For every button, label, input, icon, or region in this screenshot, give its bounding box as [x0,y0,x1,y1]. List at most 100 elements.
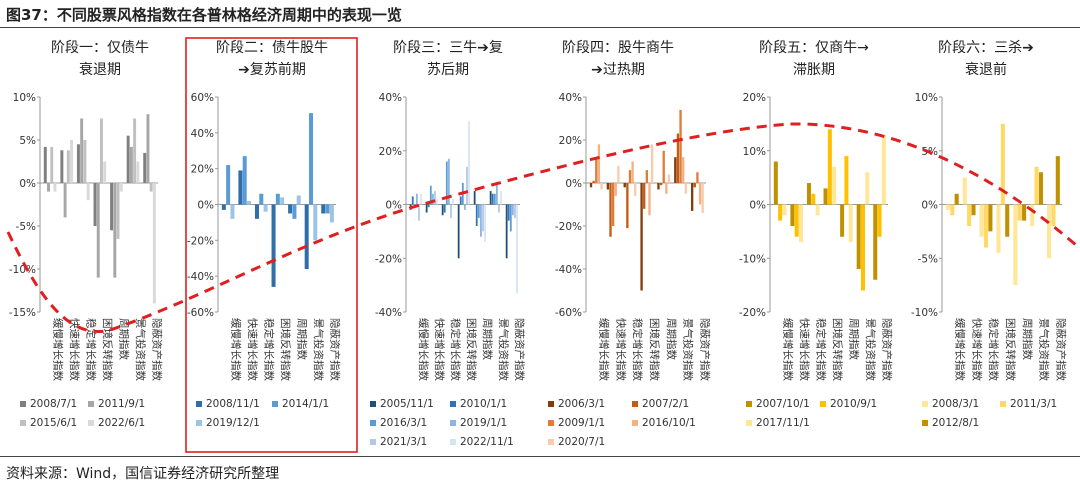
bar [877,204,882,237]
bar [480,204,482,237]
legend-swatch [20,420,26,426]
legend-label: 2021/3/1 [380,436,427,448]
category-label: 稳定增长指数 [84,318,97,381]
legend-label: 2015/6/1 [30,417,77,429]
legend-label: 2019/1/1 [460,417,507,429]
bar [950,204,955,216]
panel-title-line: 阶段二：债牛股牛 [216,40,328,56]
y-tick-label: 40% [379,92,402,104]
y-tick-label: 40% [191,128,214,140]
bar [325,204,330,214]
bar [640,183,643,291]
bar [313,204,318,241]
bar [693,183,696,188]
bar [146,114,150,183]
bar [665,183,668,194]
legend-label: 2012/8/1 [932,417,979,429]
bar [76,144,80,183]
legend-swatch [450,439,456,445]
bar [778,204,783,221]
legend-label: 2009/1/1 [558,417,605,429]
category-label: 景气投资指数 [134,318,147,381]
legend-label: 2008/7/1 [30,398,77,410]
bar [1000,123,1005,205]
category-label: 快速增长指数 [433,318,446,381]
category-label: 稳定增长指数 [987,318,1000,381]
bar [1038,172,1043,205]
bar [823,188,828,205]
bar [136,161,140,183]
bar [626,183,629,229]
bar [491,193,494,205]
legend-swatch [922,420,928,426]
chart-panel-2: 阶段二：债牛股牛 ➔复苏前期 -60% -40% -20% 0% 20% 40% 60% 缓慢增长… [185,37,358,453]
category-label: 困境反转指数 [101,318,114,381]
bar [498,204,500,213]
y-tick-label: 0% [749,200,766,212]
bar [617,165,620,183]
bar [676,133,680,183]
legend-swatch [450,420,456,426]
bar [242,156,247,205]
category-label: 周期指数 [481,318,494,360]
bar [133,118,137,183]
bar [773,161,778,205]
bar [247,200,252,205]
chart-panel-6: 阶段六：三杀➔ 衰退前 -10% -5% 0% 5% 10% 缓慢增长指数 快速增长指数 稳定增长… [911,40,1068,429]
panel-title-line: 衰退期 [79,61,121,78]
bar [600,183,603,190]
category-label: 快速增长指数 [798,318,811,381]
bar [110,183,114,231]
bar [409,204,412,210]
bar [129,146,133,183]
legend-swatch [632,420,638,426]
legend-label: 2022/11/1 [460,436,514,448]
category-label: 缓慢增长指数 [51,318,64,381]
legend-swatch [370,420,376,426]
bar [47,183,50,192]
bar [496,183,498,205]
legend-swatch [370,401,376,407]
y-tick-label: -20% [555,221,582,233]
category-label: 周期指数 [118,318,131,360]
bar [507,204,510,221]
bar [475,204,478,226]
bar [450,204,452,218]
bar [464,204,466,210]
y-tick-label: 20% [191,164,214,176]
bar [93,183,97,226]
legend-label: 2022/6/1 [98,417,145,429]
bottom-rule [0,456,1080,457]
panel-title-line: 阶段五：仅商牛→ [759,40,869,56]
bar [292,204,297,219]
legend-swatch [548,401,554,407]
category-label: 缓慢增长指数 [953,318,966,381]
bar [308,113,313,205]
y-tick-label: -40% [555,264,582,276]
y-tick-label: 10% [915,92,938,104]
bar [238,170,243,205]
bar [96,183,100,278]
bar [696,172,699,183]
category-label: 快速增长指数 [614,318,627,381]
bar [425,204,428,213]
bar [441,204,444,216]
y-tick-label: -10% [9,264,36,276]
bar [592,180,595,183]
chart-panel-3: 阶段三：三牛➔复苏后期 -40% -20% 0% 20% 40% 缓慢增长指数 快速增长指数稳… [370,39,526,448]
legend-label: 2016/10/1 [642,417,696,429]
bar [477,204,480,218]
bar [445,161,448,205]
legend-swatch [746,401,752,407]
y-tick-label: 40% [559,92,582,104]
bar [811,193,816,205]
bar [623,183,626,188]
y-tick-label: 5% [921,146,938,158]
bar [448,158,450,205]
bar [1005,204,1010,237]
bar [832,166,837,205]
bar [643,183,646,209]
legend-swatch [272,401,278,407]
panel-title-line: ➔复苏前期 [238,61,306,78]
